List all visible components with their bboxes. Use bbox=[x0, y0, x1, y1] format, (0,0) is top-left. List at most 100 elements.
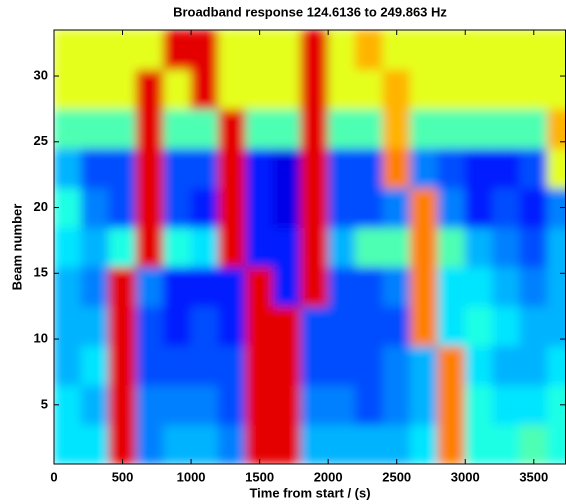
heat-cell bbox=[272, 187, 302, 228]
heat-cell bbox=[464, 147, 494, 189]
heat-cell bbox=[409, 147, 439, 189]
heat-cell bbox=[492, 68, 521, 110]
heat-cell bbox=[54, 147, 82, 189]
heat-cell bbox=[300, 305, 329, 347]
heat-cell bbox=[80, 345, 110, 386]
heat-cell bbox=[108, 266, 137, 307]
heat-cell bbox=[546, 226, 566, 268]
heat-cell bbox=[519, 305, 548, 347]
heat-cell bbox=[355, 305, 384, 347]
heat-cell bbox=[464, 384, 494, 426]
heat-cell bbox=[54, 30, 82, 70]
chart-title: Broadband response 124.6136 to 249.863 H… bbox=[173, 4, 447, 19]
heat-cell bbox=[108, 30, 137, 70]
heat-cell bbox=[464, 266, 494, 307]
heat-cell bbox=[327, 187, 357, 228]
heat-cell bbox=[108, 424, 137, 464]
heat-cell bbox=[272, 384, 302, 426]
heat-cell bbox=[245, 108, 274, 149]
heat-cell bbox=[163, 30, 192, 70]
heat-cell bbox=[108, 187, 137, 228]
x-tick-label: 500 bbox=[112, 469, 134, 484]
heat-cell bbox=[519, 30, 548, 70]
x-tick-label: 3000 bbox=[451, 469, 480, 484]
x-tick-label: 0 bbox=[50, 469, 57, 484]
heat-cell bbox=[519, 384, 548, 426]
heat-cell bbox=[327, 68, 357, 110]
heat-cell bbox=[217, 30, 247, 70]
heat-cell bbox=[382, 147, 411, 189]
heat-cell bbox=[190, 30, 219, 70]
heat-cell bbox=[245, 226, 274, 268]
heat-cell bbox=[272, 147, 302, 189]
heat-cell bbox=[54, 305, 82, 347]
heat-cell bbox=[245, 384, 274, 426]
heat-cell bbox=[108, 384, 137, 426]
heat-cell bbox=[135, 30, 165, 70]
heat-cell bbox=[163, 187, 192, 228]
heat-cell bbox=[327, 226, 357, 268]
y-tick-label: 20 bbox=[34, 199, 48, 214]
heat-cell bbox=[409, 226, 439, 268]
x-tick-label: 1500 bbox=[245, 469, 274, 484]
heat-cell bbox=[382, 108, 411, 149]
heat-cell bbox=[546, 108, 566, 149]
y-tick-label: 15 bbox=[34, 265, 48, 280]
x-tick-label: 3500 bbox=[519, 469, 548, 484]
heat-cell bbox=[492, 226, 521, 268]
heat-cell bbox=[546, 68, 566, 110]
heat-cell bbox=[135, 68, 165, 110]
heat-cell bbox=[464, 305, 494, 347]
heat-cell bbox=[80, 30, 110, 70]
x-tick-label: 2500 bbox=[382, 469, 411, 484]
heat-cell bbox=[546, 305, 566, 347]
heat-cell bbox=[437, 187, 466, 228]
heat-cell bbox=[355, 226, 384, 268]
heat-cell bbox=[300, 187, 329, 228]
heat-cell bbox=[546, 384, 566, 426]
heat-cell bbox=[190, 187, 219, 228]
heat-cell bbox=[190, 424, 219, 464]
heat-cell bbox=[327, 345, 357, 386]
heat-cell bbox=[546, 147, 566, 189]
heat-cell bbox=[80, 226, 110, 268]
heat-cell bbox=[217, 108, 247, 149]
axes: 0 500 1000 1500 2000 2500 3000 3500 5 10 15 20 25 30 bbox=[34, 29, 566, 484]
heat-cell bbox=[272, 424, 302, 464]
heat-cell bbox=[437, 226, 466, 268]
heat-cell bbox=[135, 384, 165, 426]
heat-cell bbox=[300, 226, 329, 268]
heat-cell bbox=[300, 266, 329, 307]
heat-cell bbox=[108, 345, 137, 386]
y-axis-label: Beam number bbox=[9, 204, 24, 291]
heat-cell bbox=[80, 305, 110, 347]
heat-cell bbox=[135, 424, 165, 464]
heat-cell bbox=[355, 147, 384, 189]
heat-cell bbox=[327, 108, 357, 149]
heat-cell bbox=[355, 424, 384, 464]
x-axis-label: Time from start / (s) bbox=[249, 485, 370, 500]
heat-cell bbox=[80, 424, 110, 464]
heat-cell bbox=[245, 424, 274, 464]
x-tick-label: 1000 bbox=[177, 469, 206, 484]
heat-cell bbox=[300, 108, 329, 149]
heat-cell bbox=[300, 345, 329, 386]
heat-cell bbox=[190, 226, 219, 268]
heat-cell bbox=[163, 68, 192, 110]
heat-cell bbox=[409, 384, 439, 426]
heat-cell bbox=[272, 108, 302, 149]
heat-cell bbox=[163, 424, 192, 464]
heat-cell bbox=[382, 424, 411, 464]
heat-cell bbox=[519, 108, 548, 149]
heatmap bbox=[54, 30, 566, 464]
heat-cell bbox=[355, 68, 384, 110]
heat-cell bbox=[437, 68, 466, 110]
heat-cell bbox=[245, 30, 274, 70]
heat-cell bbox=[135, 266, 165, 307]
heat-cell bbox=[272, 226, 302, 268]
heat-cell bbox=[217, 384, 247, 426]
y-tick-label: 25 bbox=[34, 133, 48, 148]
heat-cell bbox=[382, 266, 411, 307]
heat-cell bbox=[492, 345, 521, 386]
